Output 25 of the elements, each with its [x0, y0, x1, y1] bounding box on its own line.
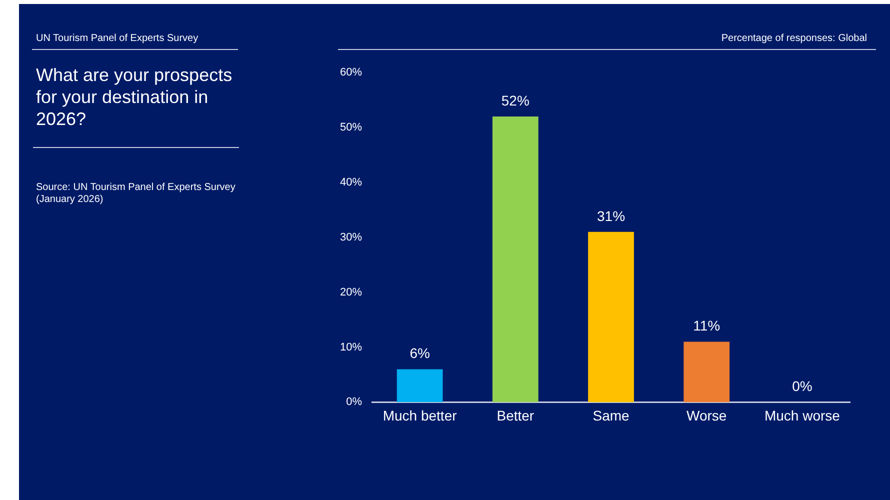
y-tick-label: 60%: [340, 66, 362, 79]
y-tick-label: 30%: [340, 231, 362, 244]
y-tick-label: 10%: [340, 341, 362, 354]
source-note: Source: UN Tourism Panel of Experts Survey (January 2026): [36, 182, 236, 206]
x-tick-label: Much worse: [764, 407, 840, 424]
data-label: 11%: [693, 318, 720, 334]
bar: [684, 342, 730, 402]
y-tick-label: 20%: [340, 286, 362, 298]
y-tick-label: 40%: [340, 176, 362, 188]
bar: [396, 369, 443, 402]
data-label: 6%: [410, 345, 430, 362]
x-tick-label: Worse: [686, 407, 727, 424]
text: What are your prospects for your destination in 2026?: [36, 64, 234, 130]
x-tick-label: Same: [592, 407, 630, 424]
bar: [492, 116, 538, 402]
bar: [588, 232, 634, 402]
text: UN Tourism Panel of Experts Survey: [36, 33, 198, 44]
data-label: 52%: [501, 92, 530, 108]
x-tick-label: Better: [496, 407, 534, 424]
x-tick-label: Much better: [382, 407, 458, 424]
text: Percentage of responses: Global: [721, 33, 867, 44]
data-label: 0%: [792, 378, 812, 394]
y-tick-label: 0%: [346, 396, 362, 408]
y-tick-label: 50%: [340, 122, 362, 134]
data-label: 31%: [596, 208, 626, 224]
